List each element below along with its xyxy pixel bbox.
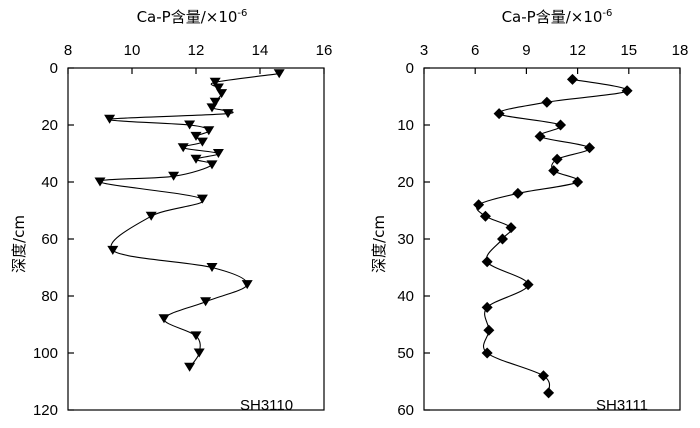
y-tick-label: 20 — [41, 117, 58, 134]
data-point — [216, 89, 228, 99]
data-point — [196, 194, 208, 204]
data-point — [566, 73, 578, 85]
data-point — [584, 142, 596, 154]
data-point — [273, 69, 285, 79]
y-tick-label: 40 — [397, 288, 414, 305]
data-point — [551, 153, 563, 165]
y-tick-label: 10 — [397, 117, 414, 134]
data-point — [241, 280, 253, 290]
data-point — [190, 154, 202, 164]
x-tick-label: 12 — [188, 42, 205, 59]
data-point — [483, 324, 495, 336]
data-point — [158, 314, 170, 324]
x-tick-label: 15 — [620, 42, 637, 59]
data-point — [505, 222, 517, 234]
data-point — [481, 256, 493, 268]
chart-sh3110: Ca-P含量/×10-6 深度/cm SH3110 8 10 12 14 16 0 20 40… — [10, 8, 332, 419]
y-axis-label: 深度/cm — [10, 215, 28, 273]
data-point — [555, 119, 567, 131]
y-tick-label: 60 — [41, 231, 58, 248]
chart-title: Ca-P含量/×10-6 — [137, 8, 248, 26]
chart-title: Ca-P含量/×10-6 — [502, 8, 613, 26]
y-tick-label: 50 — [397, 345, 414, 362]
x-tick-label: 3 — [420, 42, 428, 59]
y-tick-label: 40 — [41, 174, 58, 191]
x-tick-label: 18 — [672, 42, 689, 59]
y-tick-label: 30 — [397, 231, 414, 248]
data-point — [481, 301, 493, 313]
data-point — [212, 83, 224, 93]
site-label: SH3111 — [596, 397, 648, 414]
data-point — [548, 165, 560, 177]
data-point — [107, 245, 119, 255]
data-point — [212, 149, 224, 158]
y-tick-label: 120 — [33, 402, 58, 419]
data-point — [190, 331, 202, 341]
y-tick-label: 60 — [397, 402, 414, 419]
data-point — [621, 85, 633, 97]
data-point — [222, 109, 234, 119]
chart-sh3111: Ca-P含量/×10-6 深度/cm SH3111 3 6 9 12 15 18 0 10 20… — [370, 8, 688, 419]
series-line — [476, 78, 628, 394]
y-tick-label: 100 — [33, 345, 58, 362]
data-point — [177, 143, 189, 153]
y-axis-label: 深度/cm — [370, 215, 388, 273]
data-point — [572, 176, 584, 188]
data-point — [193, 348, 205, 358]
data-point — [479, 210, 491, 222]
data-point — [184, 120, 196, 130]
x-tick-label: 14 — [252, 42, 269, 59]
data-point — [145, 211, 157, 221]
data-point — [94, 177, 106, 187]
data-point — [543, 387, 555, 399]
series-line — [99, 73, 280, 368]
data-point — [206, 160, 218, 170]
data-point — [473, 199, 485, 211]
x-tick-label: 10 — [124, 42, 141, 59]
data-point — [200, 297, 212, 307]
data-point — [196, 137, 208, 147]
x-tick-label: 6 — [471, 42, 479, 59]
data-point — [481, 347, 493, 359]
data-point — [512, 187, 524, 199]
data-point — [209, 97, 221, 107]
y-tick-label: 0 — [50, 60, 58, 77]
data-point — [209, 77, 221, 87]
x-tick-label: 9 — [522, 42, 530, 59]
y-tick-label: 20 — [397, 174, 414, 191]
data-point — [206, 103, 218, 113]
data-point — [190, 131, 202, 141]
x-tick-label: 8 — [64, 42, 72, 59]
data-point — [184, 362, 196, 372]
y-tick-label: 0 — [406, 60, 414, 77]
data-point — [541, 96, 553, 108]
data-point — [534, 130, 546, 142]
data-point — [104, 114, 116, 124]
data-point — [168, 171, 180, 181]
data-point — [493, 108, 505, 120]
data-point — [522, 279, 534, 291]
data-point — [203, 126, 215, 136]
data-point — [537, 370, 549, 382]
plot-frame — [423, 67, 681, 411]
y-tick-label: 80 — [41, 288, 58, 305]
data-point — [206, 263, 218, 272]
data-point — [497, 233, 509, 245]
x-tick-label: 12 — [569, 42, 586, 59]
site-label: SH3110 — [240, 397, 293, 414]
x-tick-label: 16 — [316, 42, 333, 59]
